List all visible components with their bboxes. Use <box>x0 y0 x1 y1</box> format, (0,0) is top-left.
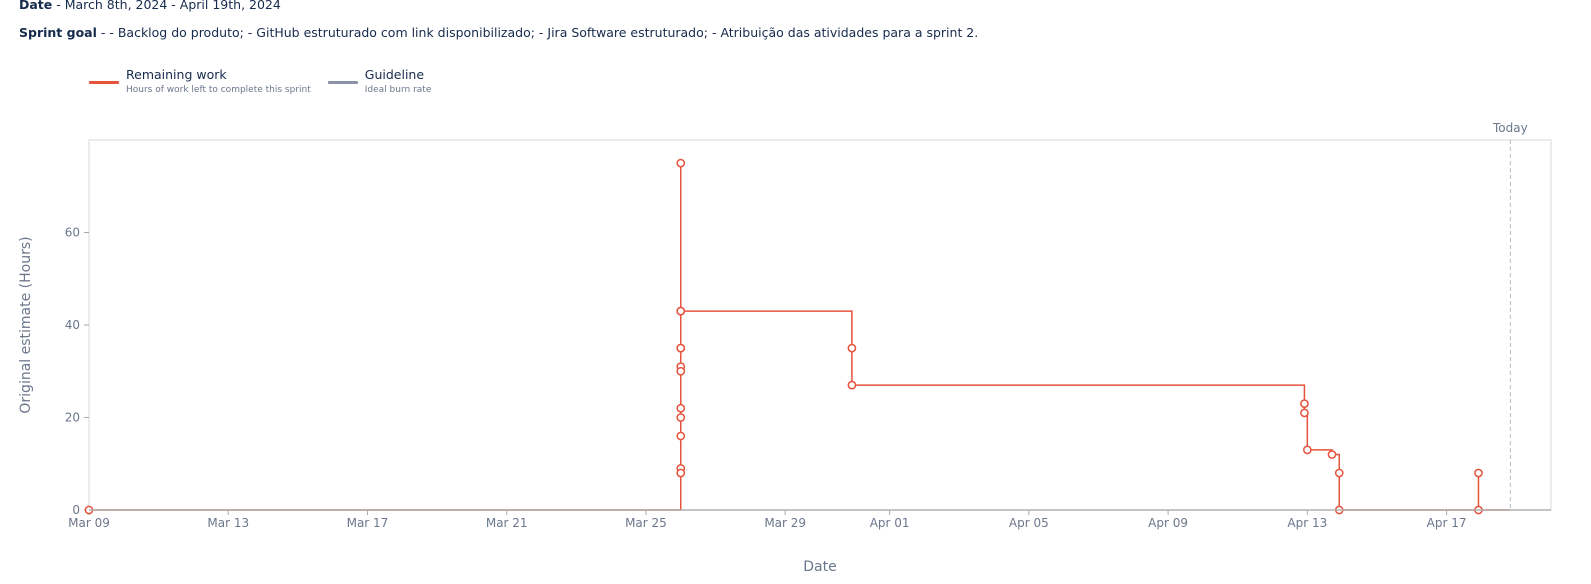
data-point <box>676 158 686 168</box>
x-axis-label: Date <box>803 559 836 575</box>
sprint-date-line: Date - March 8th, 2024 - April 19th, 202… <box>19 0 281 12</box>
legend-item-remaining-work[interactable]: Remaining work Hours of work left to com… <box>89 66 311 96</box>
legend-item-guideline[interactable]: Guideline Ideal burn rate <box>327 66 432 96</box>
date-value: - March 8th, 2024 - April 19th, 2024 <box>52 0 281 12</box>
x-tick-label: Mar 29 <box>764 516 806 530</box>
data-point <box>1300 399 1309 408</box>
today-marker: Today <box>1492 121 1528 510</box>
data-point <box>1334 468 1344 478</box>
data-point <box>1302 445 1312 455</box>
y-tick-label: 20 <box>65 411 80 425</box>
data-point <box>676 343 686 353</box>
data-point <box>1300 408 1309 418</box>
y-tick-label: 0 <box>72 503 80 517</box>
data-point <box>1474 468 1483 478</box>
sprint-goal-label: Sprint goal <box>19 25 97 40</box>
y-axis-label: Original estimate (Hours) <box>18 236 34 413</box>
legend-description: Hours of work left to complete this spri… <box>126 85 311 95</box>
data-point <box>676 366 686 376</box>
data-point <box>676 306 686 316</box>
x-tick-label: Mar 09 <box>68 516 110 530</box>
x-tick-label: Mar 17 <box>347 516 389 530</box>
x-tick-label: Mar 21 <box>486 516 528 530</box>
y-tick-label: 40 <box>65 318 80 332</box>
data-point <box>676 413 686 422</box>
x-tick-label: Apr 05 <box>1009 516 1049 530</box>
x-tick-label: Apr 13 <box>1287 516 1327 530</box>
x-tick-label: Mar 13 <box>207 516 249 530</box>
x-tick-label: Apr 17 <box>1427 516 1467 530</box>
legend-name: Remaining work <box>126 67 227 82</box>
data-point <box>847 343 857 353</box>
data-point <box>676 403 686 413</box>
data-point <box>847 380 857 390</box>
data-point <box>676 431 686 441</box>
x-tick-label: Apr 09 <box>1148 516 1188 530</box>
y-tick-label: 60 <box>65 226 80 240</box>
legend-name: Guideline <box>364 67 425 82</box>
legend-swatch-guideline <box>327 81 358 84</box>
legend-description: Ideal burn rate <box>364 85 432 95</box>
date-label: Date <box>19 0 53 12</box>
x-tick-label: Apr 01 <box>870 516 910 530</box>
data-point <box>1327 450 1337 459</box>
today-label: Today <box>1492 121 1528 135</box>
sprint-goal-value: - - Backlog do produto; - GitHub estrutu… <box>96 25 979 40</box>
remaining-work-line <box>89 163 1511 511</box>
data-point <box>676 468 686 478</box>
sprint-goal-line: Sprint goal - - Backlog do produto; - Gi… <box>19 25 978 40</box>
chart-legend: Remaining work Hours of work left to com… <box>89 66 431 96</box>
legend-swatch-remaining-work <box>89 81 119 84</box>
x-axis: Mar 09 Mar 13 Mar 17 Mar 21 Mar 25 Mar 29 Apr … <box>68 510 1466 530</box>
remaining-work-series <box>84 158 1511 515</box>
x-tick-label: Mar 25 <box>625 516 667 530</box>
y-axis: 0 20 40 60 <box>65 226 89 517</box>
